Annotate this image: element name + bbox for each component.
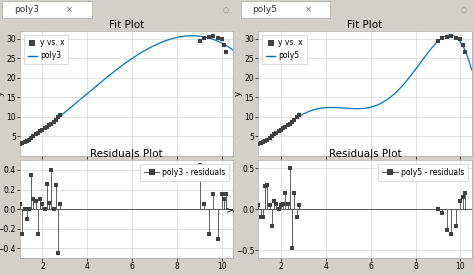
X-axis label: x: x bbox=[124, 170, 129, 180]
Legend: poly5 - residuals: poly5 - residuals bbox=[378, 164, 468, 181]
Point bbox=[286, 121, 294, 126]
Point bbox=[291, 117, 298, 122]
Legend: y vs. x, poly5: y vs. x, poly5 bbox=[262, 35, 307, 64]
Legend: y vs. x, poly3: y vs. x, poly3 bbox=[24, 35, 68, 64]
Point bbox=[295, 113, 302, 117]
Bar bbox=[2, 1, 92, 18]
Point bbox=[30, 134, 37, 139]
Point bbox=[461, 50, 469, 54]
Point bbox=[284, 123, 292, 127]
Point bbox=[438, 36, 446, 40]
Point bbox=[259, 140, 267, 144]
Point bbox=[25, 138, 33, 142]
Point bbox=[200, 36, 208, 40]
Point bbox=[56, 113, 64, 117]
Point bbox=[39, 128, 46, 132]
Title: Residuals Plot: Residuals Plot bbox=[329, 149, 401, 159]
Point bbox=[36, 129, 44, 134]
Point bbox=[52, 117, 60, 122]
Point bbox=[209, 33, 217, 38]
Point bbox=[275, 129, 283, 134]
Point bbox=[32, 132, 39, 137]
Point bbox=[27, 136, 35, 141]
Point bbox=[452, 35, 460, 40]
Point bbox=[50, 119, 57, 124]
Point bbox=[288, 119, 296, 124]
Point bbox=[223, 50, 230, 54]
Point bbox=[21, 140, 28, 144]
Point bbox=[293, 115, 301, 119]
Point bbox=[270, 132, 278, 137]
X-axis label: x: x bbox=[362, 170, 368, 180]
Point bbox=[279, 126, 287, 130]
Point bbox=[434, 39, 442, 43]
X-axis label: x: x bbox=[124, 273, 129, 275]
Point bbox=[214, 35, 221, 40]
Point bbox=[46, 123, 53, 127]
Text: poly5: poly5 bbox=[253, 5, 278, 14]
Text: ×: × bbox=[304, 5, 311, 14]
Y-axis label: y: y bbox=[234, 91, 243, 96]
Text: ×: × bbox=[66, 5, 73, 14]
Bar bbox=[241, 1, 330, 18]
Point bbox=[48, 121, 55, 126]
Point bbox=[266, 136, 273, 141]
Point bbox=[459, 42, 466, 47]
Point bbox=[277, 128, 285, 132]
Text: ○: ○ bbox=[222, 7, 228, 13]
Y-axis label: y: y bbox=[0, 91, 5, 96]
Point bbox=[218, 37, 226, 42]
Title: Fit Plot: Fit Plot bbox=[347, 20, 383, 30]
Text: ○: ○ bbox=[461, 7, 467, 13]
Point bbox=[16, 142, 24, 147]
Point bbox=[18, 141, 26, 146]
Point bbox=[255, 142, 262, 147]
Point bbox=[268, 134, 276, 139]
Point bbox=[23, 139, 30, 143]
Point bbox=[220, 42, 228, 47]
Point bbox=[34, 130, 42, 135]
Point bbox=[55, 115, 62, 119]
Text: poly3: poly3 bbox=[14, 5, 39, 14]
Legend: poly3 - residuals: poly3 - residuals bbox=[140, 164, 229, 181]
Point bbox=[443, 35, 451, 39]
Point bbox=[273, 130, 280, 135]
Point bbox=[257, 141, 264, 146]
Point bbox=[43, 125, 51, 129]
Point bbox=[41, 126, 48, 130]
Point bbox=[205, 35, 212, 39]
Title: Residuals Plot: Residuals Plot bbox=[91, 149, 163, 159]
Point bbox=[282, 125, 289, 129]
Point bbox=[264, 138, 271, 142]
Point bbox=[261, 139, 269, 143]
Point bbox=[456, 37, 464, 42]
Y-axis label: y: y bbox=[226, 207, 234, 212]
X-axis label: x: x bbox=[362, 273, 368, 275]
Title: Fit Plot: Fit Plot bbox=[109, 20, 144, 30]
Point bbox=[447, 33, 455, 38]
Point bbox=[196, 39, 203, 43]
